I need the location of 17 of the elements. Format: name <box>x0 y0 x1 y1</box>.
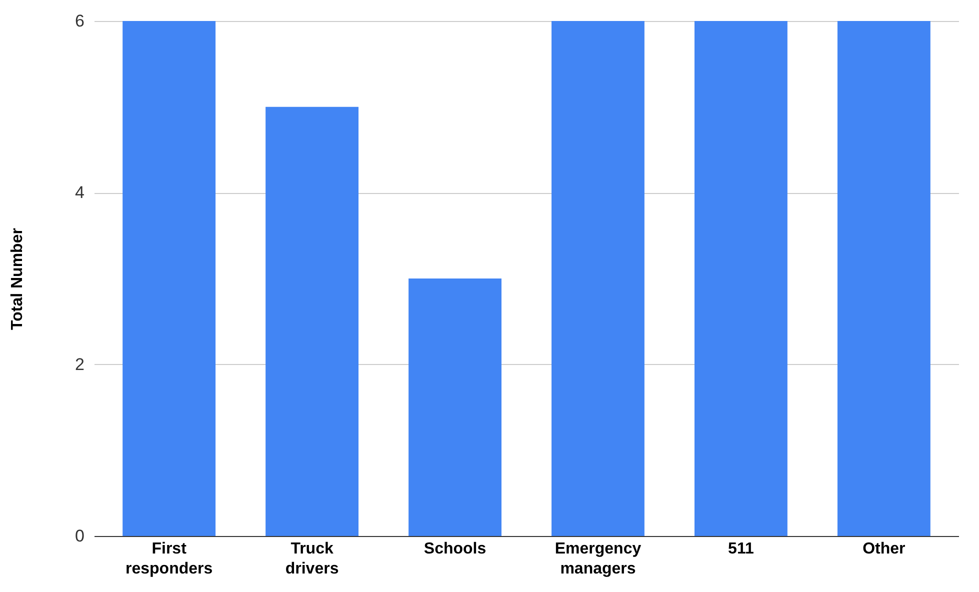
y-tick-label: 4 <box>75 183 84 202</box>
bar <box>694 21 788 536</box>
bar <box>837 21 930 536</box>
x-tick-label: Emergency managers <box>554 540 642 578</box>
y-axis-title: Total Number <box>9 228 26 330</box>
x-tick-label: Truck drivers <box>285 540 339 578</box>
y-tick-label: 0 <box>75 526 84 546</box>
bar <box>552 21 644 536</box>
x-tick-label: First responders <box>125 540 213 578</box>
bar <box>266 106 359 536</box>
x-tick-label: 511 <box>728 540 754 558</box>
bar <box>408 278 502 536</box>
bar <box>122 21 216 536</box>
y-tick-label: 2 <box>75 354 84 374</box>
y-tick-label: 6 <box>75 12 84 30</box>
x-tick-label: Other <box>862 540 906 558</box>
x-tick-label: Schools <box>424 540 486 558</box>
